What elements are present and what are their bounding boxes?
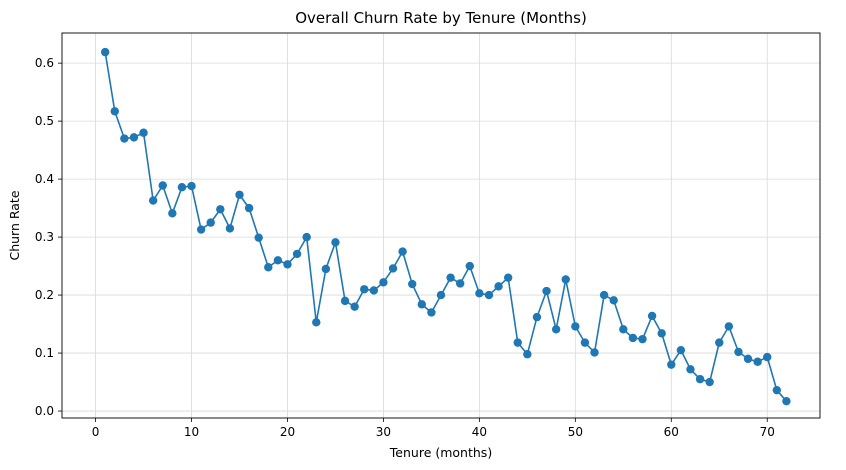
- data-point: [196, 225, 206, 234]
- data-point: [187, 181, 196, 191]
- data-point: [398, 247, 407, 256]
- data-point: [206, 218, 215, 227]
- data-point: [715, 338, 724, 347]
- data-point: [551, 325, 561, 334]
- x-tick-label: 50: [568, 425, 583, 439]
- data-point: [657, 329, 666, 338]
- x-tick-label: 20: [280, 425, 295, 439]
- data-point: [599, 290, 609, 300]
- data-point: [110, 107, 119, 116]
- data-point: [513, 338, 522, 347]
- data-point: [216, 205, 225, 214]
- data-point: [177, 183, 187, 192]
- data-point: [484, 290, 494, 300]
- data-point: [273, 256, 283, 265]
- data-point: [340, 296, 350, 306]
- data-point: [100, 47, 110, 57]
- axes: [61, 32, 821, 419]
- data-point: [523, 350, 532, 359]
- data-point: [753, 357, 762, 366]
- chart-title: Overall Churn Rate by Tenure (Months): [295, 9, 587, 27]
- data-point: [148, 196, 158, 205]
- data-point: [667, 360, 676, 369]
- data-point: [417, 300, 427, 309]
- data-point: [628, 333, 638, 343]
- x-tick-label: 10: [184, 425, 199, 439]
- x-axis-label: Tenure (months): [389, 445, 492, 460]
- data-point: [120, 134, 129, 143]
- data-point: [283, 260, 292, 269]
- x-tick-label: 0: [92, 425, 100, 439]
- x-tick-label: 30: [376, 425, 391, 439]
- x-tick-label: 70: [760, 425, 775, 439]
- data-point: [763, 352, 772, 362]
- data-point: [436, 290, 446, 300]
- data-point: [619, 325, 628, 334]
- data-point: [609, 296, 618, 305]
- data-point: [686, 365, 695, 374]
- y-tick-label: 0.4: [35, 172, 54, 186]
- data-point: [408, 279, 417, 289]
- data-point: [494, 282, 503, 291]
- plot-frame: [61, 32, 821, 419]
- y-tick-label: 0.5: [35, 114, 54, 128]
- data-point: [782, 396, 791, 406]
- data-point: [158, 181, 167, 190]
- data-point: [379, 278, 388, 287]
- data-point: [532, 312, 542, 322]
- data-point: [312, 318, 321, 327]
- data-point: [571, 322, 580, 331]
- data-point: [695, 374, 705, 384]
- data-point: [455, 279, 465, 288]
- ticks: 0 10 20 30 40 50 60 70 0.0 0.1 0.2 0.3 0.4 0.5 0.6: [35, 56, 775, 439]
- y-axis-label: Churn Rate: [7, 190, 22, 260]
- data-point: [647, 311, 657, 321]
- data-point: [331, 238, 340, 247]
- data-point: [465, 261, 474, 271]
- y-tick-label: 0.2: [35, 288, 54, 302]
- data-point: [235, 190, 244, 199]
- series-layer: [100, 47, 791, 406]
- grid: [62, 33, 820, 418]
- data-point: [350, 302, 359, 311]
- data-point: [772, 385, 782, 395]
- data-point: [244, 203, 254, 213]
- data-point: [302, 232, 311, 242]
- data-point: [321, 264, 331, 274]
- data-point: [638, 334, 647, 344]
- data-point: [676, 345, 686, 355]
- data-point: [129, 133, 139, 142]
- data-point: [561, 275, 570, 284]
- data-point: [446, 273, 455, 282]
- data-point: [590, 348, 599, 357]
- data-point: [475, 289, 484, 298]
- data-point: [292, 249, 302, 259]
- data-point: [542, 286, 551, 296]
- data-point: [360, 285, 369, 294]
- data-point: [168, 209, 177, 218]
- data-point: [139, 128, 148, 137]
- data-point: [724, 322, 734, 331]
- x-tick-label: 60: [664, 425, 679, 439]
- x-tick-label: 40: [472, 425, 487, 439]
- data-point: [427, 308, 436, 317]
- data-point: [388, 264, 398, 273]
- data-point: [503, 273, 513, 282]
- y-tick-label: 0.0: [35, 404, 54, 418]
- y-tick-label: 0.6: [35, 56, 54, 70]
- data-point: [254, 233, 263, 242]
- data-point: [580, 338, 590, 347]
- data-point: [734, 347, 743, 357]
- y-tick-label: 0.1: [35, 346, 54, 360]
- data-point: [264, 263, 273, 272]
- data-point: [225, 224, 235, 233]
- data-point: [705, 377, 714, 387]
- data-point: [369, 286, 379, 295]
- data-point: [743, 354, 753, 364]
- y-tick-label: 0.3: [35, 230, 54, 244]
